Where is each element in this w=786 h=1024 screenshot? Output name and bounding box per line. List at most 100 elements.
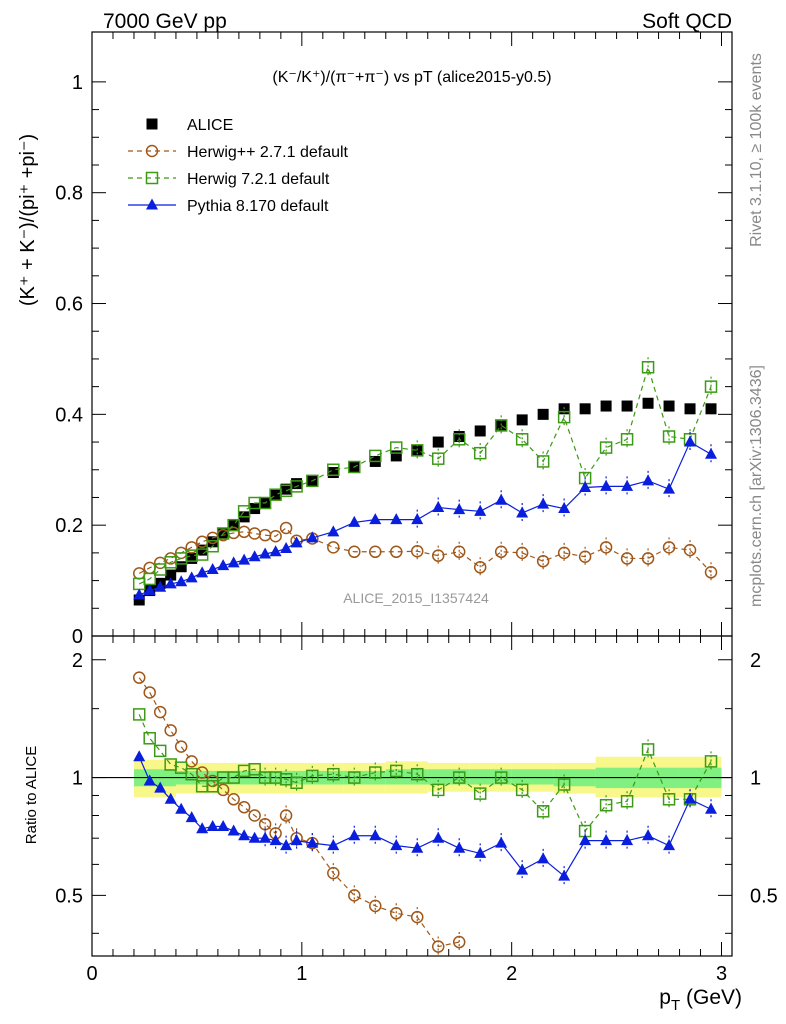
ratio-point: [238, 829, 251, 841]
data-point: [390, 545, 403, 559]
data-point: [704, 566, 718, 579]
ratio-y-axis-label: Ratio to ALICE: [23, 746, 40, 844]
data-point: [196, 566, 209, 578]
data-point: [327, 541, 340, 554]
data-point: [217, 559, 230, 571]
data-point: [642, 397, 654, 409]
data-point: [537, 408, 549, 420]
ratio-point: [704, 755, 718, 768]
ratio-point: [290, 776, 303, 789]
legend-item-herwig-2-7-1-default: Herwig++ 2.7.1 default: [128, 144, 349, 161]
data-point: [207, 536, 219, 548]
ratio-point: [474, 846, 487, 858]
series-alice: [133, 397, 717, 606]
ratio-point: [206, 780, 219, 793]
data-point: [133, 588, 146, 600]
ratio-y-tick-label: 1: [72, 768, 83, 790]
data-point: [290, 480, 303, 493]
data-point: [600, 400, 612, 412]
data-point: [516, 414, 528, 426]
ratio-point: [473, 787, 487, 800]
ratio-point: [132, 708, 146, 721]
data-point: [165, 569, 177, 581]
data-point: [663, 482, 676, 494]
ratio-series-pythia-8-170-default: [133, 750, 718, 887]
ratio-point: [327, 839, 340, 851]
data-point: [291, 478, 303, 490]
ratio-axis-ticks: [91, 636, 732, 956]
data-point: [175, 561, 187, 573]
series-pythia-8-170-default: [133, 432, 718, 600]
data-point: [474, 504, 487, 516]
data-point: [684, 403, 696, 415]
data-point: [557, 410, 571, 424]
data-point: [390, 441, 403, 454]
data-point: [206, 563, 219, 575]
data-point: [143, 584, 156, 596]
data-point: [473, 446, 487, 460]
ratio-point: [279, 809, 293, 822]
ratio-point: [515, 783, 529, 797]
ratio-point: [390, 907, 403, 920]
ratio-point: [641, 743, 655, 756]
ratio-point: [537, 852, 550, 864]
ratio-point: [132, 671, 146, 684]
y-axis-label: (K⁺ + K⁻)/(pi⁺ +pi⁻): [17, 134, 39, 306]
ratio-point: [280, 839, 293, 851]
data-point: [621, 400, 633, 412]
data-point: [684, 435, 697, 447]
analysis-watermark: ALICE_2015_I1357424: [343, 590, 489, 606]
data-point: [557, 546, 571, 560]
ratio-y-tick-label: 0.5: [55, 885, 83, 907]
legend-marker: [145, 171, 159, 185]
data-point: [620, 433, 634, 446]
ratio-point: [579, 834, 592, 846]
energy-label: 7000 GeV pp: [103, 10, 227, 33]
ratio-point: [390, 839, 403, 851]
data-point: [579, 403, 591, 415]
ratio-point: [663, 839, 676, 851]
data-point: [663, 400, 675, 412]
data-point: [196, 544, 208, 556]
ratio-point: [227, 793, 240, 806]
data-point: [515, 433, 529, 446]
ratio-point: [185, 755, 198, 768]
ratio-point: [432, 831, 445, 843]
data-point: [453, 431, 465, 443]
ratio-point: [306, 769, 319, 783]
ratio-point: [600, 834, 613, 846]
ratio-point: [290, 834, 303, 846]
data-point: [494, 419, 508, 432]
ratio-point: [348, 829, 361, 841]
data-point: [280, 483, 292, 495]
ratio-point: [410, 910, 424, 924]
ratio-point: [431, 940, 445, 953]
ratio-point: [369, 829, 382, 841]
data-point: [227, 556, 240, 568]
data-point: [641, 552, 655, 565]
data-point: [578, 550, 592, 564]
data-point: [452, 545, 466, 559]
data-point: [642, 474, 655, 486]
series-line: [138, 441, 712, 596]
ratio-point: [164, 724, 177, 737]
data-point: [411, 513, 424, 525]
legend-label: Herwig++ 2.7.1 default: [187, 144, 349, 161]
data-point: [280, 541, 293, 553]
ratio-series-herwig-2-7-1-default: [132, 671, 466, 956]
y-tick-label: 0.4: [55, 404, 83, 426]
ratio-series-herwig-7-2-1-default: [132, 708, 718, 842]
data-point: [153, 563, 167, 576]
data-point: [175, 575, 188, 587]
data-point: [186, 552, 198, 564]
legend-item-alice: ALICE: [146, 117, 233, 134]
data-point: [390, 450, 402, 462]
data-point: [705, 447, 718, 459]
x-axis-label: pT (GeV): [659, 986, 742, 1014]
data-point: [306, 474, 319, 488]
data-point: [279, 521, 293, 535]
ratio-point: [348, 771, 361, 784]
legend-item-pythia-8-170-default: Pythia 8.170 default: [128, 198, 329, 215]
y-tick-label: 0.8: [55, 183, 83, 205]
